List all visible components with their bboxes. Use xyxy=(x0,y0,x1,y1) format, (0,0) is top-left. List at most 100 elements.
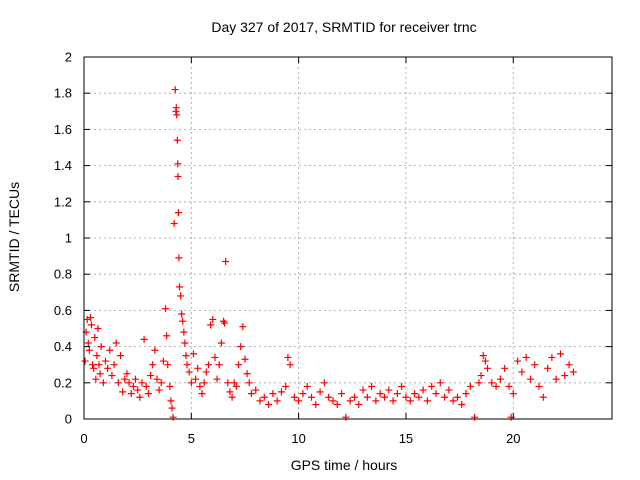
data-point-plus xyxy=(415,393,423,401)
data-point-plus xyxy=(299,390,307,398)
data-point-plus xyxy=(196,382,204,390)
data-point-plus xyxy=(174,209,182,217)
data-point-plus xyxy=(181,339,189,347)
data-point-plus xyxy=(129,382,137,390)
data-point-plus xyxy=(136,393,144,401)
data-point-plus xyxy=(222,258,230,266)
data-point-plus xyxy=(243,370,251,378)
data-point-plus xyxy=(147,372,155,380)
data-point-plus xyxy=(295,397,303,405)
data-point-plus xyxy=(185,368,193,376)
data-point-plus xyxy=(151,346,159,354)
data-point-plus xyxy=(119,388,127,396)
data-point-plus xyxy=(380,393,388,401)
chart-title: Day 327 of 2017, SRMTID for receiver trn… xyxy=(211,19,476,35)
data-point-plus xyxy=(406,397,414,405)
data-point-plus xyxy=(97,343,105,351)
data-point-plus xyxy=(162,305,170,313)
data-point-plus xyxy=(114,379,122,387)
data-point-plus xyxy=(316,388,324,396)
x-tick-label: 20 xyxy=(506,431,520,446)
data-point-plus xyxy=(178,310,186,318)
data-point-plus xyxy=(215,361,223,369)
data-point-plus xyxy=(189,350,197,358)
data-point-plus xyxy=(329,397,337,405)
data-point-plus xyxy=(174,172,182,180)
data-point-plus xyxy=(116,352,124,360)
plot-area-frame xyxy=(83,56,613,420)
data-point-plus xyxy=(171,86,179,94)
data-point-plus xyxy=(95,361,103,369)
data-point-plus xyxy=(217,339,225,347)
grid xyxy=(84,57,612,419)
y-tick-label: 1.4 xyxy=(54,158,72,173)
data-point-plus xyxy=(207,321,215,329)
data-point-plus xyxy=(492,382,500,390)
data-point-plus xyxy=(112,339,120,347)
data-point-plus xyxy=(245,379,253,387)
data-point-plus xyxy=(125,379,133,387)
x-tick-label: 0 xyxy=(80,431,87,446)
data-point-plus xyxy=(419,386,427,394)
data-point-plus xyxy=(221,319,229,327)
data-point-plus xyxy=(172,104,180,112)
data-point-plus xyxy=(155,386,163,394)
data-point-plus xyxy=(157,379,165,387)
data-point-plus xyxy=(183,361,191,369)
data-point-plus xyxy=(167,397,175,405)
data-point-plus xyxy=(101,357,109,365)
data-point-plus xyxy=(169,413,177,421)
data-point-plus xyxy=(484,364,492,372)
y-tick-label: 0.8 xyxy=(54,267,72,282)
data-point-plus xyxy=(164,361,172,369)
data-point-plus xyxy=(194,364,202,372)
data-point-plus xyxy=(561,372,569,380)
axis-ticks: 00.20.40.60.811.21.41.61.820 5 10 15 20 xyxy=(54,50,612,446)
x-tick-label: 15 xyxy=(399,431,413,446)
data-point-plus xyxy=(86,314,94,322)
data-point-plus xyxy=(226,388,234,396)
data-point-plus xyxy=(202,368,210,376)
data-point-plus xyxy=(91,334,99,342)
data-point-plus xyxy=(393,390,401,398)
data-point-plus xyxy=(168,404,176,412)
data-point-plus xyxy=(338,390,346,398)
data-point-plus xyxy=(247,390,255,398)
data-point-plus xyxy=(142,382,150,390)
data-point-plus xyxy=(177,292,185,300)
data-point-plus xyxy=(198,390,206,398)
data-point-plus xyxy=(284,353,292,361)
data-point-plus xyxy=(123,370,131,378)
data-point-plus xyxy=(132,375,140,383)
y-axis-title: SRMTID / TECUs xyxy=(6,182,22,292)
data-point-plus xyxy=(84,339,92,347)
data-point-plus xyxy=(423,397,431,405)
data-point-plus xyxy=(138,379,146,387)
y-tick-label: 1.2 xyxy=(54,194,72,209)
data-point-plus xyxy=(173,136,181,144)
data-point-plus xyxy=(333,401,341,409)
data-point-plus xyxy=(224,379,232,387)
data-point-plus xyxy=(121,375,129,383)
data-point-plus xyxy=(93,352,101,360)
data-point-plus xyxy=(269,390,277,398)
data-point-plus xyxy=(481,357,489,365)
data-point-plus xyxy=(569,368,577,376)
data-point-plus xyxy=(99,379,107,387)
data-point-plus xyxy=(228,393,236,401)
data-point-plus xyxy=(230,379,238,387)
data-point-plus xyxy=(389,397,397,405)
data-point-plus xyxy=(312,401,320,409)
data-point-plus xyxy=(531,361,539,369)
data-point-plus xyxy=(273,397,281,405)
data-point-plus xyxy=(153,375,161,383)
data-point-plus xyxy=(104,364,112,372)
y-tick-label: 0.6 xyxy=(54,303,72,318)
data-point-plus xyxy=(488,379,496,387)
data-point-plus xyxy=(428,382,436,390)
y-tick-label: 0.2 xyxy=(54,375,72,390)
data-point-plus xyxy=(211,353,219,361)
data-point-plus xyxy=(466,382,474,390)
data-point-plus xyxy=(505,382,513,390)
data-point-plus xyxy=(175,254,183,262)
